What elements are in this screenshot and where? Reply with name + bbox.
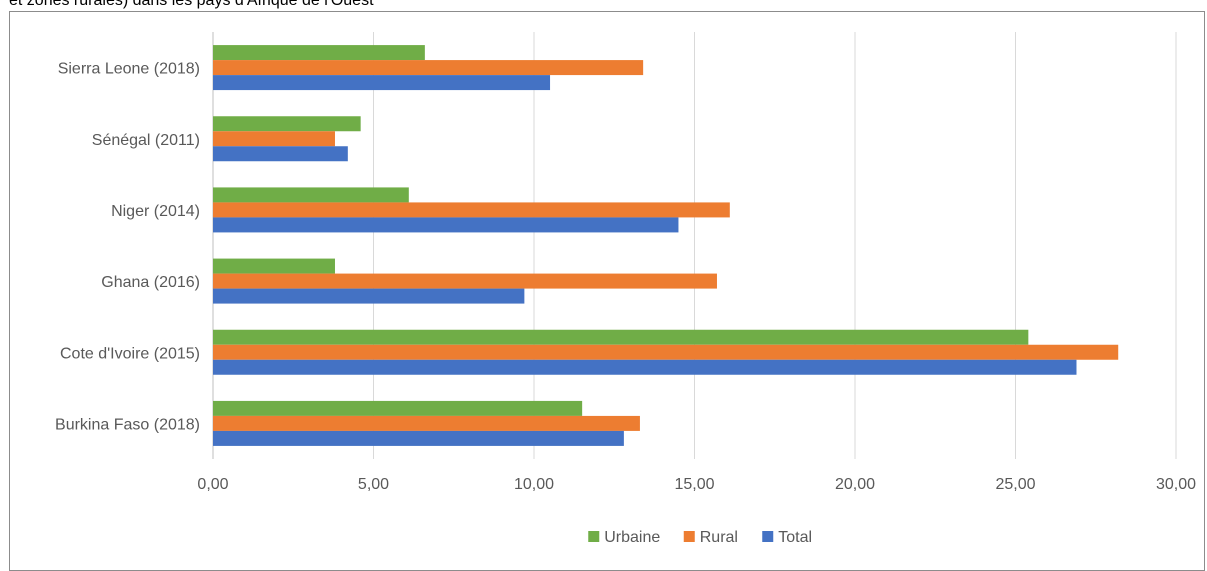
category-label: Ghana (2016) [101,274,200,291]
bar-urbaine [213,187,409,203]
legend-label-total: Total [778,529,812,546]
bar-urbaine [213,329,1029,345]
bar-total [213,146,348,162]
bar-rural [213,273,717,289]
x-tick-label: 25,00 [995,476,1035,493]
bar-rural [213,344,1119,360]
chart-frame [9,11,1205,571]
category-label: Sierra Leone (2018) [58,61,200,78]
chart-caption: et zones rurales) dans les pays d'Afriqu… [9,0,374,9]
bar-urbaine [213,45,425,61]
bar-rural [213,415,640,431]
legend-label-urbaine: Urbaine [604,529,660,546]
bar-rural [213,131,335,147]
bar-total [213,288,525,304]
x-tick-label: 15,00 [674,476,714,493]
legend-swatch-urbaine [588,531,600,542]
bar-urbaine [213,116,361,132]
category-label: Niger (2014) [111,203,200,220]
bar-rural [213,60,644,76]
category-label: Sénégal (2011) [92,132,200,149]
bar-urbaine [213,258,335,274]
bar-total [213,75,551,91]
bar-total [213,430,624,446]
category-label: Cote d'Ivoire (2015) [60,345,200,362]
x-tick-label: 5,00 [358,476,389,493]
legend-swatch-rural [683,531,695,542]
x-tick-label: 30,00 [1156,476,1196,493]
bar-urbaine [213,400,583,416]
x-tick-label: 10,00 [514,476,554,493]
category-label: Burkina Faso (2018) [55,416,200,433]
legend-label-rural: Rural [700,529,738,546]
bar-total [213,217,679,233]
legend-swatch-total [762,531,774,542]
x-tick-label: 20,00 [835,476,875,493]
bar-rural [213,202,730,218]
x-tick-label: 0,00 [197,476,228,493]
bar-total [213,359,1077,375]
